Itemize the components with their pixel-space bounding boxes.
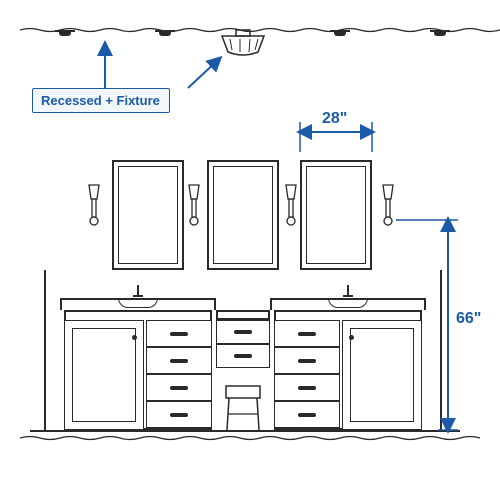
dimension-height-arrow [0, 0, 500, 500]
dimension-height-label: 66" [456, 310, 481, 328]
elevation-diagram: Recessed + Fixture 28" [0, 0, 500, 500]
